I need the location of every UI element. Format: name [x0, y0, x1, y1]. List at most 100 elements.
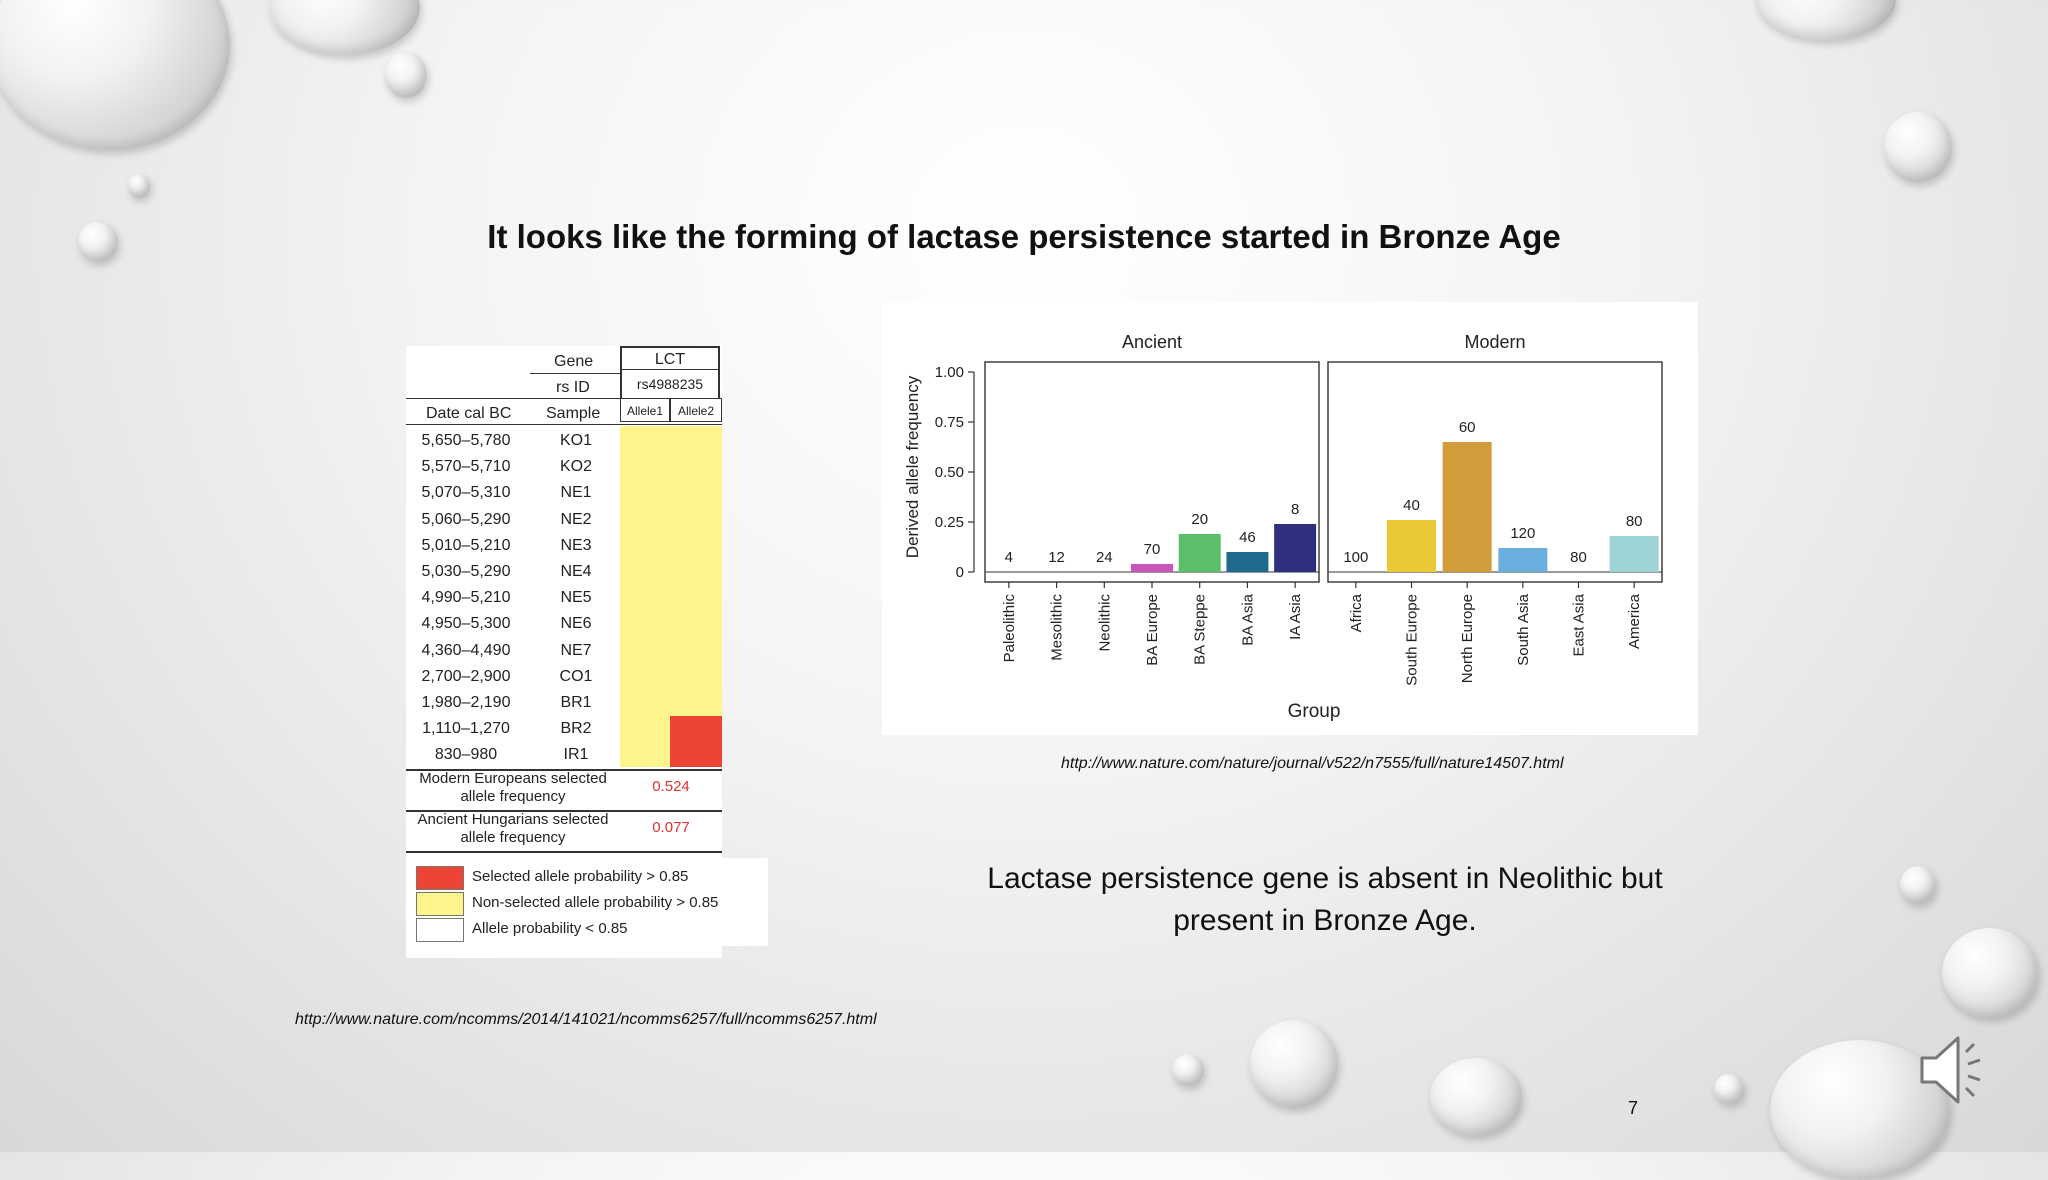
- allele-frequency-chart: 0 0.25 0.50 0.75 1.00 Derived allele frequenc…: [903, 332, 1663, 722]
- panel-frame: [1327, 361, 1663, 583]
- table-row-date: 5,010–5,210: [421, 536, 511, 554]
- bar-data-label: 12: [1048, 549, 1065, 566]
- x-tick-label: North Europe: [1459, 594, 1476, 683]
- allele1-column-header: Allele1: [620, 398, 670, 422]
- x-tick-label: BA Steppe: [1192, 594, 1209, 665]
- y-tick-label: 0: [956, 564, 964, 581]
- table-row-date: 2,700–2,900: [421, 667, 511, 685]
- gene-label: Gene: [554, 353, 594, 370]
- table-legend: Selected allele probability > 0.85 Non-s…: [406, 858, 768, 946]
- table-rule: [406, 398, 722, 399]
- table-row-date: 4,360–4,490: [421, 641, 511, 659]
- water-drop-decoration: [1942, 928, 2038, 1018]
- bar-data-label: 100: [1343, 549, 1368, 566]
- bar-data-label: 4: [1005, 549, 1013, 566]
- x-tick-label: South Europe: [1404, 594, 1421, 686]
- table-row-sample: IR1: [563, 746, 589, 764]
- source-link-left[interactable]: http://www.nature.com/ncomms/2014/141021…: [295, 1011, 877, 1028]
- legend-swatch-selected: [416, 866, 464, 890]
- caption-line-2: present in Bronze Age.: [1173, 904, 1477, 937]
- bar: [1274, 524, 1317, 572]
- legend-swatch-non-selected: [416, 892, 464, 916]
- bar-data-label: 46: [1239, 529, 1256, 546]
- allele-frequency-chart-figure: 0 0.25 0.50 0.75 1.00 Derived allele frequenc…: [882, 302, 1698, 735]
- slide-title: It looks like the forming of lactase per…: [487, 218, 1561, 255]
- x-tick-label: BA Asia: [1239, 593, 1256, 645]
- bar-data-label: 80: [1570, 549, 1587, 566]
- legend-label-selected: Selected allele probability > 0.85: [472, 868, 689, 885]
- water-drop-decoration: [1430, 1058, 1522, 1136]
- table-row-date: 4,950–5,300: [421, 615, 511, 633]
- water-drop-decoration: [1900, 866, 1936, 904]
- x-tick-label: Africa: [1348, 593, 1365, 632]
- table-row-sample: CO1: [559, 667, 593, 685]
- table-row-date: 1,980–2,190: [421, 694, 511, 711]
- y-tick-label: 1.00: [935, 364, 964, 381]
- table-row-sample: NE1: [560, 484, 592, 502]
- water-drop-decoration: [78, 222, 118, 262]
- x-tick-label: South Asia: [1515, 593, 1532, 665]
- table-row-date: 5,570–5,710: [421, 458, 511, 476]
- x-tick-label: BA Europe: [1144, 594, 1161, 666]
- allele-table-figure: Gene LCT rs ID rs4988235 Date cal BC Sam…: [406, 346, 722, 958]
- allele-cells-yellow: [620, 426, 722, 767]
- table-row-date: 1,110–1,270: [422, 720, 510, 738]
- x-tick-label: Mesolithic: [1049, 594, 1066, 661]
- x-tick-label: Paleolithic: [1001, 594, 1018, 663]
- speaker-icon[interactable]: [1918, 1030, 1984, 1110]
- bar: [1442, 442, 1492, 572]
- table-rule: [406, 424, 722, 425]
- table-row-date: 4,990–5,210: [421, 589, 511, 607]
- x-axis-title: Group: [1288, 701, 1341, 722]
- bar-data-label: 80: [1626, 513, 1643, 530]
- table-row-sample: KO2: [559, 458, 592, 476]
- bar: [1131, 564, 1173, 572]
- table-rule: [406, 851, 722, 853]
- page-number: 7: [1628, 1098, 1639, 1118]
- modern-label-2: allele frequency: [460, 788, 566, 805]
- caption-line-1: Lactase persistence gene is absent in Ne…: [987, 862, 1663, 895]
- table-row-sample: NE2: [560, 510, 592, 528]
- legend-label-non-selected: Non-selected allele probability > 0.85: [472, 894, 719, 911]
- y-tick-label: 0.50: [935, 464, 964, 481]
- bar-data-label: 40: [1403, 497, 1420, 514]
- bar-data-label: 120: [1510, 525, 1535, 542]
- x-tick-label: IA Asia: [1287, 593, 1304, 640]
- water-drop-decoration: [128, 174, 150, 198]
- water-drop-decoration: [1884, 112, 1952, 182]
- rsid-label: rs ID: [556, 379, 590, 396]
- rsid-value: rs4988235: [620, 370, 720, 398]
- bar: [1498, 548, 1548, 572]
- bar-data-label: 20: [1191, 511, 1208, 528]
- ancient-label-2: allele frequency: [460, 829, 566, 846]
- legend-swatch-low-probability: [416, 918, 464, 942]
- ancient-label-1: Ancient Hungarians selected: [417, 811, 609, 828]
- panel-title: Ancient: [1122, 332, 1182, 352]
- modern-label-1: Modern Europeans selected: [419, 770, 607, 787]
- water-drop-decoration: [0, 0, 230, 150]
- table-rule: [406, 769, 722, 771]
- table-row-sample: NE4: [560, 563, 592, 580]
- legend-label-low-probability: Allele probability < 0.85: [472, 920, 628, 937]
- water-drop-decoration: [1714, 1074, 1744, 1104]
- table-row-sample: KO1: [559, 432, 592, 449]
- table-row-date: 5,070–5,310: [421, 484, 511, 502]
- table-row-sample: NE5: [560, 589, 592, 607]
- x-tick-label: America: [1626, 593, 1643, 649]
- x-tick-label: East Asia: [1571, 593, 1588, 656]
- x-tick-label: Neolithic: [1096, 594, 1113, 652]
- water-drop-decoration: [270, 0, 420, 55]
- water-drop-decoration: [1250, 1020, 1338, 1108]
- gene-value: LCT: [620, 346, 720, 370]
- date-column-header: Date cal BC: [426, 405, 512, 422]
- bar-data-label: 60: [1459, 419, 1476, 436]
- allele2-selected-cell: [670, 716, 722, 767]
- table-row-sample: NE6: [560, 615, 592, 633]
- bar-data-label: 24: [1096, 549, 1113, 566]
- slide-caption: Lactase persistence gene is absent in Ne…: [930, 858, 1720, 942]
- table-row-sample: NE7: [560, 641, 592, 659]
- allele2-column-header: Allele2: [670, 398, 722, 422]
- water-drop-decoration: [1172, 1054, 1204, 1086]
- source-link-right[interactable]: http://www.nature.com/nature/journal/v52…: [1061, 755, 1564, 772]
- y-tick-label: 0.25: [935, 514, 964, 531]
